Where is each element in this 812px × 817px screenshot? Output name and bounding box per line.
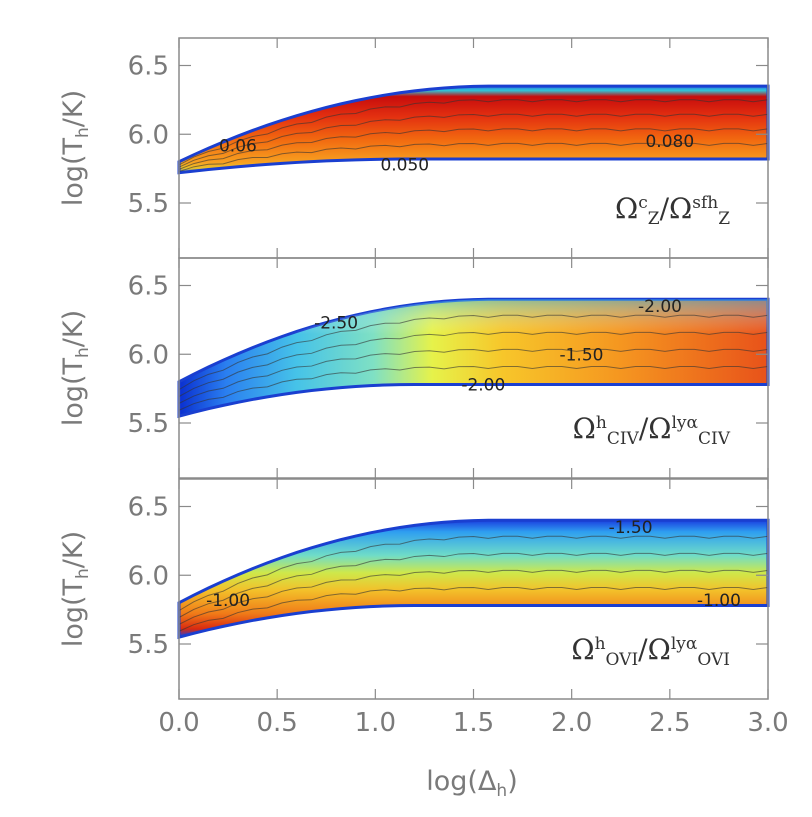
y-tick-label: 6.0 [128,120,169,150]
contour-label: 0.06 [219,136,257,156]
panel-middle-quantity-label: ΩhCIV/ΩlyαCIV [573,412,731,449]
contour-label: -1.50 [559,345,603,365]
x-tick-label: 3.0 [747,708,788,738]
y-axis-label: log(Th/K) [58,310,93,426]
panel-middle-contour-line [178,331,769,397]
panels-layer: 5.5 6.0 6.5 log(Th/K) 0.06 0.080 0.050 ΩcZ/Ωsfh… [58,37,770,700]
contour-label: -2.00 [461,376,505,396]
panel-middle-contour-line [178,348,769,404]
panel-top-contour-line [178,128,769,170]
panel-bottom-contour-line [178,552,769,618]
panel-top: 5.5 6.0 6.5 log(Th/K) 0.06 0.080 0.050 ΩcZ/Ωsfh… [58,37,770,259]
panel-bottom-filled-region [177,518,770,640]
x-tick-label: 0.5 [256,708,297,738]
panel-bottom-contour-line [178,535,769,612]
panel-middle: 5.5 6.0 6.5 log(Th/K) -2.50 -2.00 -1.50 -2.00 Ωh… [58,257,770,479]
panel-middle-shade [179,299,768,417]
panel-bottom-contour-line [178,586,769,632]
x-tick-label: 1.0 [355,708,396,738]
y-axis-label: log(Th/K) [58,90,93,206]
x-tick-label: 0.0 [158,708,199,738]
contour-label: -1.50 [609,518,653,538]
contour-label: 0.050 [380,156,429,176]
panel-bottom-contour-line [178,569,769,625]
panel-middle-contour-line [178,314,769,391]
panel-top-quantity-label: ΩcZ/ΩsfhZ [615,192,730,229]
y-tick-label: 6.5 [128,493,169,523]
panel-bottom-quantity-label: ΩhOVI/ΩlyαOVI [571,633,730,670]
panel-top-contour-line [178,113,769,168]
panel-top-contour-line [178,99,769,166]
y-tick-label: 5.5 [128,189,169,219]
y-tick-label: 6.5 [128,272,169,302]
y-tick-label: 6.0 [128,561,169,591]
contour-label: 0.080 [645,132,694,152]
y-tick-label: 6.0 [128,340,169,370]
panel-top-contour-line [178,142,769,173]
contour-label: -1.00 [206,591,250,611]
x-tick-label: 1.5 [453,708,494,738]
y-tick-label: 5.5 [128,630,169,660]
y-tick-label: 6.5 [128,52,169,82]
x-axis-label: log(Δh) [426,766,518,801]
contour-label: -1.00 [697,591,741,611]
y-axis-label: log(Th/K) [58,531,93,647]
contour-label: -2.00 [638,297,682,317]
x-tick-label: 2.5 [649,708,690,738]
contour-label: -2.50 [314,314,358,334]
panel-bottom: 5.5 6.0 6.5 log(Th/K) -1.50 -1.00 -1.00 ΩhOVI/Ω… [58,478,770,700]
y-tick-label: 5.5 [128,409,169,439]
panel-middle-contour-line [178,365,769,411]
x-tick-label: 2.0 [551,708,592,738]
x-tick-labels: 0.0 0.5 1.0 1.5 2.0 2.5 3.0 [158,708,788,738]
